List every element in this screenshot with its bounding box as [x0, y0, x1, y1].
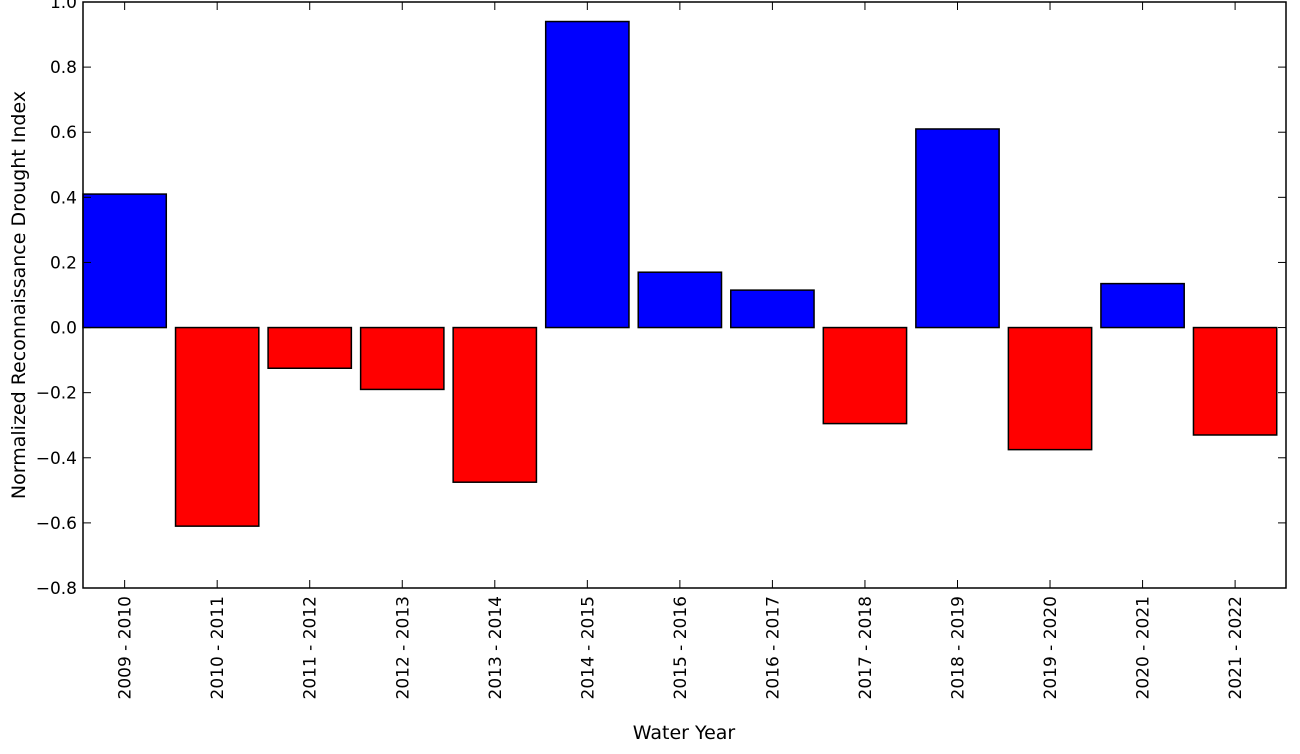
- bar-1: [174, 326, 260, 527]
- x-tick-label: 2020 - 2021: [1134, 596, 1154, 699]
- y-tick-label: 0.0: [50, 319, 77, 339]
- bar-8: [822, 326, 908, 425]
- y-tick-label: −0.4: [36, 449, 77, 469]
- x-tick-label: 2021 - 2022: [1226, 596, 1246, 699]
- x-tick-label: 2015 - 2016: [671, 596, 691, 699]
- y-tick-label: −0.2: [36, 384, 77, 404]
- x-axis-title: Water Year: [633, 722, 736, 744]
- bar-11: [1100, 282, 1185, 329]
- y-tick-label: −0.6: [36, 514, 77, 534]
- bar-6: [637, 271, 723, 329]
- bar-12: [1192, 326, 1278, 436]
- bar-9: [915, 128, 1000, 329]
- y-tick-label: 0.4: [50, 188, 77, 208]
- bar-3: [359, 326, 445, 391]
- bar-5: [544, 20, 630, 329]
- y-axis-ticks: −0.8 −0.6 −0.4 −0.2 0.0 0.2 0.4 0.6 0.8 1.0: [36, 0, 1286, 599]
- bar-0: [82, 193, 168, 329]
- y-tick-label: −0.8: [36, 579, 77, 599]
- bar-4: [452, 326, 538, 483]
- x-tick-label: 2019 - 2020: [1041, 596, 1061, 699]
- plot-frame: [82, 1, 1287, 589]
- y-tick-label: 0.2: [50, 253, 77, 273]
- x-tick-label: 2009 - 2010: [116, 596, 136, 699]
- x-tick-label: 2017 - 2018: [856, 596, 876, 699]
- y-tick-label: 0.6: [50, 123, 77, 143]
- x-tick-label: 2014 - 2015: [578, 596, 598, 699]
- x-axis-ticks: 2009 - 2010 2010 - 2011 2011 - 2012 2012 - …: [116, 2, 1246, 699]
- x-tick-label: 2018 - 2019: [948, 596, 968, 699]
- x-tick-label: 2013 - 2014: [486, 596, 506, 699]
- x-tick-label: 2010 - 2011: [208, 596, 228, 699]
- y-tick-label: 0.8: [50, 58, 77, 78]
- bar-10: [1007, 326, 1093, 451]
- bar-7: [730, 289, 815, 329]
- bar-2: [267, 326, 353, 369]
- y-tick-label: 1.0: [50, 0, 77, 13]
- x-tick-label: 2011 - 2012: [301, 596, 321, 699]
- x-tick-label: 2012 - 2013: [393, 596, 413, 699]
- x-tick-label: 2016 - 2017: [763, 596, 783, 699]
- y-axis-title: Normalized Reconnaissance Drought Index: [8, 91, 30, 499]
- bars-group: [82, 20, 1278, 527]
